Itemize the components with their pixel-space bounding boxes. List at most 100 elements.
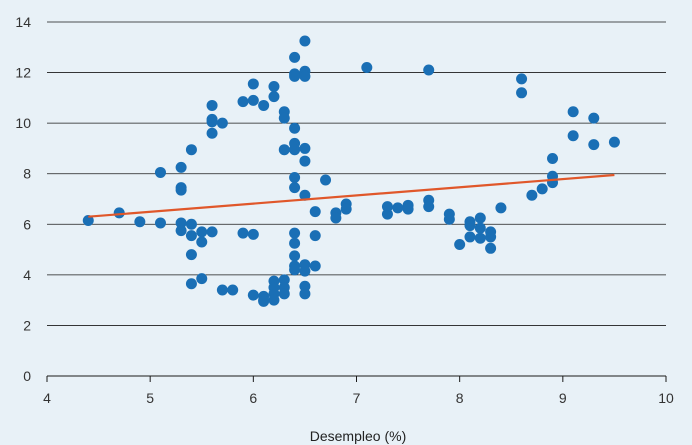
data-point — [258, 99, 270, 111]
data-point — [185, 218, 197, 230]
data-point — [227, 284, 239, 296]
data-point — [206, 226, 218, 238]
data-point — [268, 294, 280, 306]
data-point — [289, 172, 301, 184]
data-point — [247, 228, 259, 240]
data-point — [289, 70, 301, 82]
data-point — [443, 213, 455, 225]
x-tick-label: 9 — [559, 390, 567, 406]
data-point — [567, 130, 579, 142]
data-point — [423, 201, 435, 213]
data-point — [567, 106, 579, 118]
x-tick-label: 4 — [43, 390, 51, 406]
data-point — [536, 183, 548, 195]
data-point — [299, 265, 311, 277]
data-point — [216, 284, 228, 296]
data-point — [299, 288, 311, 300]
trend-line-group — [88, 173, 615, 218]
y-tick-label: 10 — [15, 115, 31, 131]
data-point — [516, 73, 528, 85]
y-tick-label: 8 — [23, 166, 31, 182]
x-tick-label: 5 — [146, 390, 154, 406]
data-point — [423, 64, 435, 76]
data-point — [299, 70, 311, 82]
data-point — [464, 220, 476, 232]
data-point — [113, 207, 125, 219]
data-point — [175, 217, 187, 229]
data-point — [464, 231, 476, 243]
data-point — [309, 260, 321, 272]
data-point — [474, 232, 486, 244]
data-point — [485, 231, 497, 243]
data-point — [289, 264, 301, 276]
y-tick-label: 4 — [23, 267, 31, 283]
data-point — [330, 212, 342, 224]
y-axis-tick-labels: 0 2 4 6 8 10 12 14 — [15, 14, 31, 384]
data-point — [381, 208, 393, 220]
data-point — [320, 174, 332, 186]
data-point — [485, 242, 497, 254]
data-point — [402, 203, 414, 215]
data-point — [82, 214, 94, 226]
data-point — [278, 112, 290, 124]
data-point — [299, 35, 311, 47]
data-point — [454, 239, 466, 251]
y-tick-label: 0 — [23, 368, 31, 384]
data-point — [185, 144, 197, 156]
data-point — [247, 289, 259, 301]
data-point — [289, 250, 301, 262]
data-point — [299, 142, 311, 154]
data-point — [361, 62, 373, 74]
data-point — [196, 226, 208, 238]
data-point — [175, 225, 187, 237]
data-point — [392, 202, 404, 214]
data-point — [237, 227, 249, 239]
data-point — [289, 51, 301, 63]
data-point — [299, 280, 311, 292]
data-point — [289, 122, 301, 134]
data-point — [309, 230, 321, 242]
data-point — [134, 216, 146, 228]
data-point — [268, 80, 280, 92]
data-point — [547, 153, 559, 165]
data-point — [474, 212, 486, 224]
x-tick-label: 8 — [456, 390, 464, 406]
data-point — [381, 201, 393, 213]
x-tick-label: 10 — [658, 390, 674, 406]
data-point — [185, 249, 197, 261]
y-tick-label: 12 — [15, 65, 31, 81]
data-point — [299, 155, 311, 167]
data-point — [175, 184, 187, 196]
data-point — [588, 112, 600, 124]
data-point — [278, 144, 290, 156]
data-point — [495, 202, 507, 214]
data-point — [340, 203, 352, 215]
data-point — [154, 166, 166, 178]
data-point — [216, 117, 228, 129]
x-tick-label: 7 — [353, 390, 361, 406]
data-point — [309, 206, 321, 218]
data-point — [516, 87, 528, 99]
data-point — [247, 94, 259, 106]
data-point — [206, 116, 218, 128]
y-tick-label: 6 — [23, 216, 31, 232]
gridlines — [47, 21, 666, 326]
data-point — [258, 295, 270, 307]
data-point — [278, 274, 290, 286]
data-point — [185, 230, 197, 242]
data-point — [299, 189, 311, 201]
data-point — [196, 273, 208, 285]
data-point — [289, 237, 301, 249]
data-point — [289, 227, 301, 239]
data-point — [206, 127, 218, 139]
data-point — [289, 144, 301, 156]
x-tick-label: 6 — [249, 390, 257, 406]
data-point — [588, 139, 600, 151]
x-axis-tick-labels: 4 5 6 7 8 9 10 — [43, 390, 674, 406]
data-point — [278, 288, 290, 300]
x-axis — [46, 375, 667, 382]
data-point — [526, 189, 538, 201]
data-point — [175, 161, 187, 173]
data-point — [154, 217, 166, 229]
